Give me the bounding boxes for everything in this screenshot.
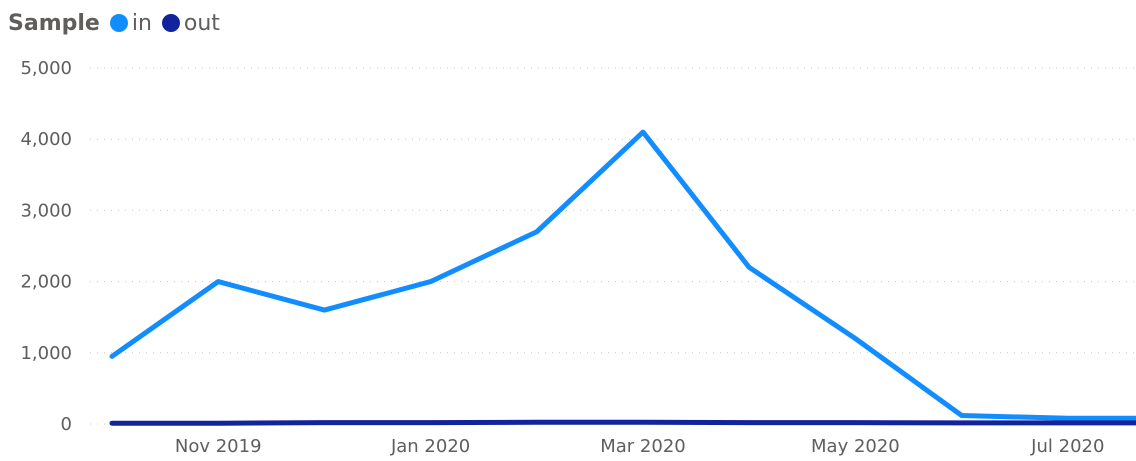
legend-item-in[interactable]: in <box>109 10 152 36</box>
y-tick-label: 1,000 <box>20 343 72 364</box>
legend-dot-out-icon <box>161 14 180 32</box>
series-line-out[interactable] <box>109 419 1136 426</box>
legend-label-out: out <box>183 10 220 36</box>
y-tick-label: 2,000 <box>20 272 72 293</box>
series-lines <box>109 129 1136 426</box>
legend-item-out[interactable]: out <box>161 10 220 36</box>
y-tick-label: 4,000 <box>20 129 72 150</box>
x-tick-label: May 2020 <box>811 436 900 457</box>
legend-title: Sample <box>8 10 100 36</box>
y-tick-label: 5,000 <box>20 58 72 79</box>
x-tick-label: Mar 2020 <box>600 436 686 457</box>
gridlines <box>90 67 1136 425</box>
x-tick-label: Jul 2020 <box>1030 436 1104 457</box>
legend: Sample in out <box>8 6 220 40</box>
x-tick-label: Jan 2020 <box>390 436 470 457</box>
legend-dot-in-icon <box>109 14 128 32</box>
y-tick-label: 0 <box>61 414 72 435</box>
series-line-in[interactable] <box>109 129 1136 421</box>
y-axis: 0 1,000 2,000 3,000 4,000 5,000 <box>20 58 72 435</box>
legend-label-in: in <box>131 10 152 36</box>
y-tick-label: 3,000 <box>20 200 72 221</box>
x-axis: Nov 2019 Jan 2020 Mar 2020 May 2020 Jul 2020 <box>175 436 1105 457</box>
x-tick-label: Nov 2019 <box>175 436 262 457</box>
